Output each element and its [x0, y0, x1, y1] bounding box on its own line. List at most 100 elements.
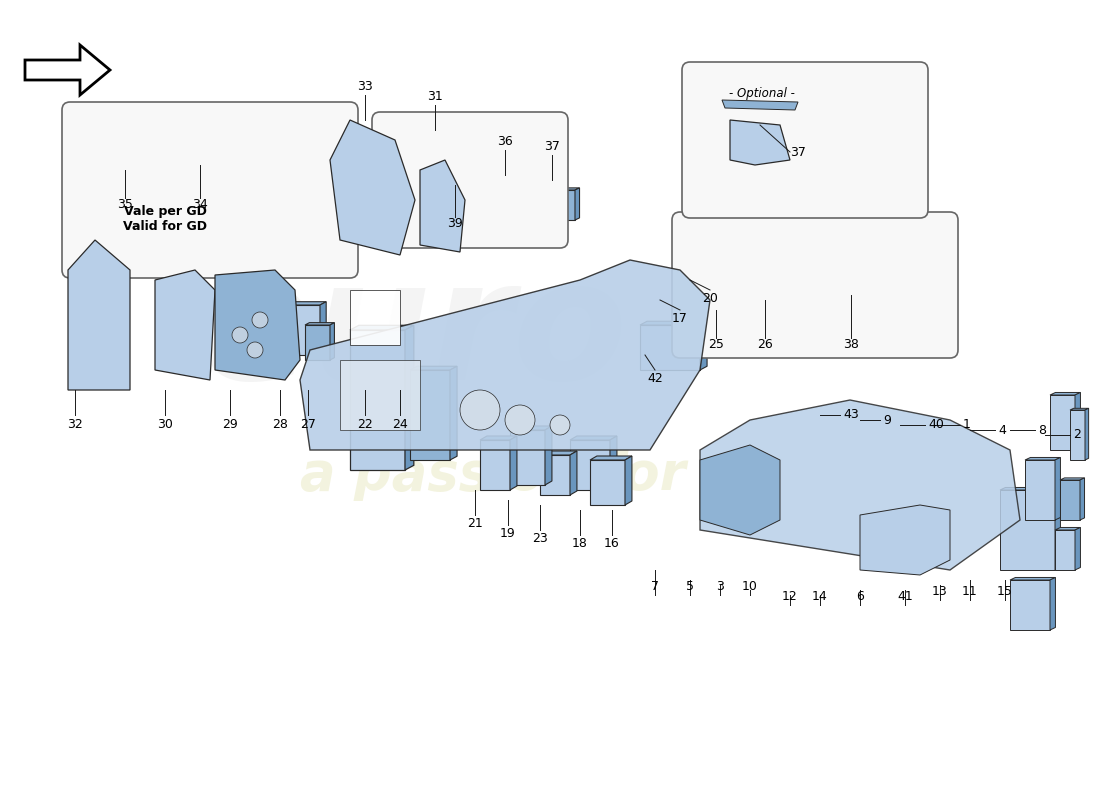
Polygon shape — [490, 185, 535, 225]
Polygon shape — [570, 440, 611, 490]
Circle shape — [460, 390, 500, 430]
Polygon shape — [295, 141, 301, 165]
Polygon shape — [68, 240, 130, 390]
Polygon shape — [640, 325, 700, 370]
Text: 37: 37 — [544, 140, 560, 153]
Polygon shape — [525, 161, 535, 185]
Text: euro: euro — [200, 252, 628, 415]
Text: 15: 15 — [997, 585, 1013, 598]
Polygon shape — [1010, 580, 1050, 630]
Polygon shape — [570, 436, 617, 440]
FancyBboxPatch shape — [372, 112, 568, 248]
Circle shape — [232, 327, 248, 343]
Text: a passion for: a passion for — [300, 449, 685, 501]
Polygon shape — [1055, 458, 1060, 520]
Polygon shape — [590, 456, 631, 460]
Text: 30: 30 — [157, 418, 173, 431]
Text: 19: 19 — [500, 527, 516, 540]
Text: 31: 31 — [427, 90, 443, 103]
Polygon shape — [625, 456, 631, 505]
Polygon shape — [680, 300, 725, 330]
Text: 39: 39 — [447, 217, 463, 230]
Polygon shape — [1055, 527, 1080, 530]
Text: 40: 40 — [928, 418, 944, 431]
Polygon shape — [535, 182, 540, 225]
Text: 22: 22 — [358, 418, 373, 431]
Text: 37: 37 — [790, 146, 806, 158]
Polygon shape — [420, 160, 465, 252]
Circle shape — [252, 312, 268, 328]
Text: 3: 3 — [716, 580, 724, 593]
Text: 12: 12 — [782, 590, 797, 603]
Polygon shape — [320, 302, 327, 355]
Text: 32: 32 — [67, 418, 82, 431]
Text: 42: 42 — [647, 372, 663, 385]
Polygon shape — [680, 297, 730, 300]
Polygon shape — [1070, 410, 1085, 460]
Text: 36: 36 — [497, 135, 513, 148]
Polygon shape — [700, 322, 707, 370]
Polygon shape — [155, 270, 214, 380]
Polygon shape — [860, 505, 950, 575]
Polygon shape — [1025, 458, 1060, 460]
Polygon shape — [350, 326, 414, 330]
Polygon shape — [480, 436, 517, 440]
Polygon shape — [725, 297, 730, 330]
Text: 2: 2 — [1072, 429, 1081, 442]
Polygon shape — [1080, 478, 1085, 520]
Polygon shape — [1000, 490, 1055, 570]
Polygon shape — [405, 326, 414, 470]
Text: 4: 4 — [998, 423, 1005, 437]
Text: 11: 11 — [962, 585, 978, 598]
Text: 6: 6 — [856, 590, 864, 603]
Polygon shape — [214, 270, 300, 380]
Polygon shape — [405, 161, 535, 165]
Polygon shape — [575, 188, 580, 220]
Polygon shape — [340, 360, 420, 430]
Text: 21: 21 — [468, 517, 483, 530]
Polygon shape — [350, 290, 400, 345]
Text: 25: 25 — [708, 338, 724, 351]
Polygon shape — [700, 445, 780, 535]
Polygon shape — [280, 305, 320, 355]
Text: 8: 8 — [1038, 423, 1046, 437]
Polygon shape — [800, 242, 804, 260]
Polygon shape — [1025, 460, 1055, 520]
Text: 33: 33 — [358, 80, 373, 93]
Polygon shape — [544, 188, 580, 190]
Polygon shape — [785, 256, 792, 300]
Text: 9: 9 — [883, 414, 891, 426]
Polygon shape — [480, 440, 510, 490]
Text: 20: 20 — [702, 292, 718, 305]
Polygon shape — [750, 245, 800, 260]
Text: 5: 5 — [686, 580, 694, 593]
Polygon shape — [1050, 578, 1055, 630]
Polygon shape — [490, 182, 540, 185]
Polygon shape — [1050, 393, 1080, 395]
Polygon shape — [750, 260, 785, 300]
Polygon shape — [110, 140, 140, 170]
Text: 29: 29 — [222, 418, 238, 431]
Polygon shape — [727, 256, 734, 310]
Polygon shape — [305, 322, 334, 325]
Text: 41: 41 — [898, 590, 913, 603]
Polygon shape — [450, 366, 458, 460]
Polygon shape — [1075, 393, 1080, 450]
Text: 26: 26 — [757, 338, 773, 351]
Text: 14: 14 — [812, 590, 828, 603]
Text: 16: 16 — [604, 537, 620, 550]
Polygon shape — [155, 141, 301, 145]
Polygon shape — [510, 426, 552, 430]
Polygon shape — [110, 137, 145, 140]
Polygon shape — [750, 242, 804, 245]
Polygon shape — [25, 45, 110, 95]
Polygon shape — [155, 145, 295, 165]
FancyBboxPatch shape — [682, 62, 928, 218]
Polygon shape — [1075, 527, 1080, 570]
Polygon shape — [1050, 395, 1075, 450]
Circle shape — [550, 415, 570, 435]
Polygon shape — [862, 270, 868, 295]
FancyBboxPatch shape — [672, 212, 958, 358]
Polygon shape — [705, 256, 734, 260]
Polygon shape — [330, 322, 334, 360]
